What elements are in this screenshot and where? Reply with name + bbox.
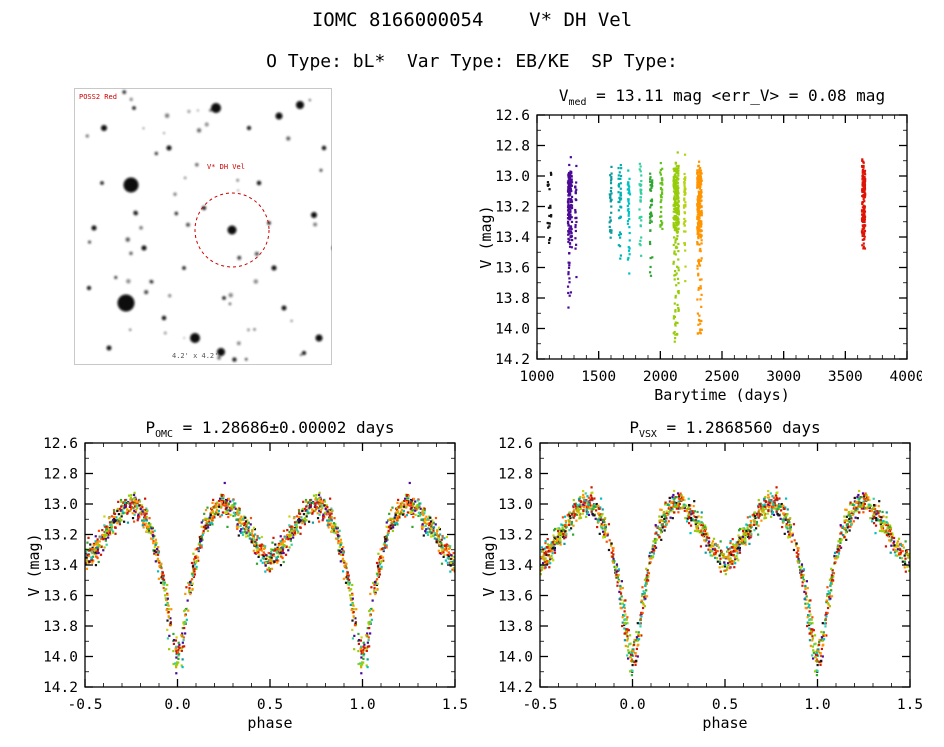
vsx-x-tick-label: -0.5	[523, 697, 558, 713]
barytime-plot: 1000 1500 2000 2500 3000 3500 4000 12.6 12.8 13.0…	[477, 108, 922, 404]
vsx-data-points	[540, 486, 910, 677]
vsx-x-tick-label: 1.0	[804, 697, 830, 713]
page-title: IOMC 8166000054 V* DH Vel	[311, 9, 633, 31]
vsx-x-tick-label: 0.5	[712, 697, 738, 713]
bary-x-tick-label: 1000	[520, 369, 555, 385]
vsx-y-tick-label: 13.8	[498, 619, 533, 635]
phase-plot-vsx: -0.5 0.0 0.5 1.0 1.5 12.6 12.8 13.0 13.2 13.4 13.6…	[480, 436, 923, 732]
omc-y-tick-label: 14.2	[43, 680, 78, 696]
bary-y-tick-label: 13.4	[495, 230, 530, 246]
bary-y-tick-label: 13.8	[495, 291, 530, 307]
bary-x-axis-label: Barytime (days)	[654, 386, 789, 404]
bary-y-tick-label: 13.6	[495, 261, 530, 277]
omc-y-tick-label: 13.6	[43, 589, 78, 605]
omc-y-tick-label: 13.2	[43, 528, 78, 544]
omc-x-tick-label: 1.0	[349, 697, 375, 713]
bary-y-tick-label: 12.6	[495, 108, 530, 124]
vsx-y-tick-label: 14.2	[498, 680, 533, 696]
bary-x-tick-label: 3000	[766, 369, 801, 385]
vsx-x-axis-label: phase	[702, 714, 747, 732]
vsx-y-tick-label: 12.6	[498, 436, 533, 452]
bary-y-tick-label: 12.8	[495, 139, 530, 155]
omc-y-tick-label: 12.6	[43, 436, 78, 452]
finder-label-1: V* DH Vel	[207, 163, 245, 171]
bary-y-tick-label: 13.0	[495, 169, 530, 185]
omc-data-points	[85, 481, 455, 675]
omc-x-tick-label: 1.5	[442, 697, 468, 713]
vsx-x-tick-label: 0.0	[619, 697, 645, 713]
omc-x-tick-label: 0.5	[257, 697, 283, 713]
vsx-y-axis-label: V (mag)	[480, 533, 498, 596]
finder-label-0: POSS2 Red	[79, 93, 117, 101]
vsx-plot-title: PVSX = 1.2868560 days	[629, 418, 821, 441]
bary-x-tick-label: 4000	[890, 369, 922, 385]
bary-y-tick-label: 13.2	[495, 200, 530, 216]
vsx-x-tick-label: 1.5	[897, 697, 923, 713]
finder-chart: POSS2 Red V* DH Vel 4.2' x 4.2'	[74, 88, 332, 365]
omc-y-tick-label: 13.0	[43, 497, 78, 513]
bary-y-axis-label: V (mag)	[477, 205, 495, 268]
finder-label-2: 4.2' x 4.2'	[172, 352, 219, 360]
bary-x-tick-label: 1500	[581, 369, 616, 385]
phase-plot-omc: -0.5 0.0 0.5 1.0 1.5 12.6 12.8 13.0 13.2 13.4 13.6…	[25, 436, 468, 732]
bary-axes: 1000 1500 2000 2500 3000 3500 4000 12.6 12.8 13.0…	[477, 108, 922, 404]
omc-x-tick-label: 0.0	[164, 697, 190, 713]
bary-x-tick-label: 3500	[828, 369, 863, 385]
omc-x-axis-label: phase	[247, 714, 292, 732]
vsx-y-tick-label: 13.0	[498, 497, 533, 513]
vsx-axes: -0.5 0.0 0.5 1.0 1.5 12.6 12.8 13.0 13.2 13.4 13.6…	[480, 436, 923, 732]
vsx-y-tick-label: 14.0	[498, 650, 533, 666]
omc-axes: -0.5 0.0 0.5 1.0 1.5 12.6 12.8 13.0 13.2 13.4 13.6…	[25, 436, 468, 732]
finder-chart-image	[74, 88, 332, 365]
page-subtitle: O Type: bL* Var Type: EB/KE SP Type:	[266, 51, 678, 72]
star-field	[85, 90, 327, 362]
vsx-y-tick-label: 13.6	[498, 589, 533, 605]
vsx-y-tick-label: 13.4	[498, 558, 533, 574]
omc-y-axis-label: V (mag)	[25, 533, 43, 596]
bary-y-tick-label: 14.2	[495, 352, 530, 368]
barytime-plot-title: Vmed = 13.11 mag <err_V> = 0.08 mag	[558, 86, 886, 109]
vsx-y-tick-label: 13.2	[498, 528, 533, 544]
vsx-y-tick-label: 12.8	[498, 467, 533, 483]
omc-y-tick-label: 13.4	[43, 558, 78, 574]
omc-y-tick-label: 14.0	[43, 650, 78, 666]
bary-y-tick-label: 14.0	[495, 322, 530, 338]
omc-x-tick-label: -0.5	[68, 697, 103, 713]
bary-x-tick-label: 2500	[705, 369, 740, 385]
bary-data-points	[546, 151, 867, 343]
target-marker-circle	[194, 192, 270, 268]
omc-plot-title: POMC = 1.28686±0.00002 days	[145, 418, 395, 441]
bary-x-tick-label: 2000	[643, 369, 678, 385]
omc-y-tick-label: 13.8	[43, 619, 78, 635]
omc-y-tick-label: 12.8	[43, 467, 78, 483]
